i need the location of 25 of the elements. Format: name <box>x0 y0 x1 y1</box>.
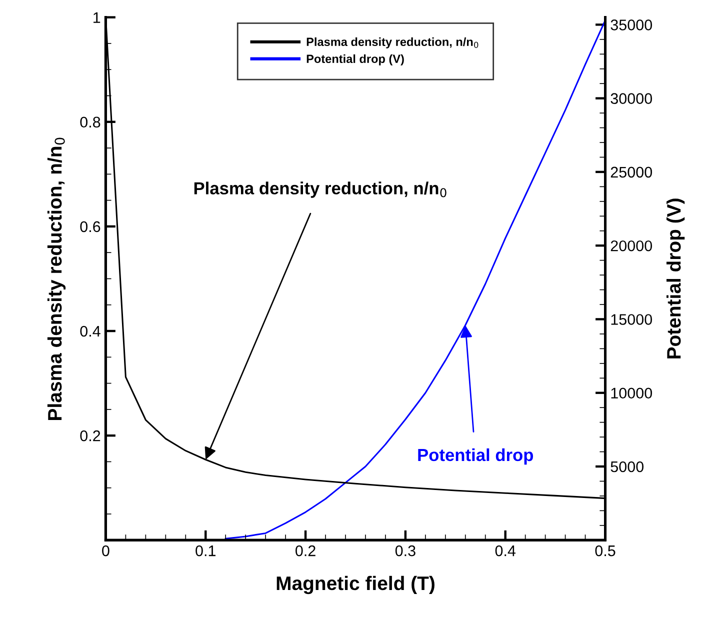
x-tick-label: 0 <box>102 545 110 556</box>
x-tick-label: 0.5 <box>595 545 616 556</box>
y2-tick-label: 35000 <box>610 20 652 30</box>
y2-tick-label: 20000 <box>610 240 652 252</box>
x-tick-label: 0.2 <box>296 545 316 556</box>
x-axis-title: Magnetic field (T) <box>276 576 434 594</box>
legend-label: Plasma density reduction, n/n$_{0}$ <box>306 37 478 48</box>
y2-tick-label: 30000 <box>610 93 652 104</box>
y2-tick-label: 25000 <box>610 166 652 178</box>
y-axis-title: Plasma density reduction, n/n$_{0}$ <box>47 138 66 420</box>
x-tick-label: 0.1 <box>196 545 216 556</box>
y-tick-label: 0.2 <box>80 430 100 442</box>
y-tick-label: 0.8 <box>80 116 100 128</box>
legend-label: Potential drop (V) <box>306 54 404 66</box>
y2-axis-title: Potential drop (V) <box>666 198 685 358</box>
y2-tick-label: 5000 <box>610 461 644 472</box>
y-tick-label: 0.4 <box>80 326 100 337</box>
y-tick-label: 0.6 <box>80 221 100 232</box>
x-tick-label: 0.3 <box>395 545 416 556</box>
annotation: Potential drop <box>418 448 534 465</box>
annotation: Plasma density reduction, n/n$_{0}$ <box>194 182 446 198</box>
y2-tick-label: 15000 <box>611 314 652 325</box>
y2-tick-label: 10000 <box>611 388 652 399</box>
x-tick-label: 0.4 <box>495 545 516 556</box>
y-tick-label: 1 <box>94 12 100 23</box>
